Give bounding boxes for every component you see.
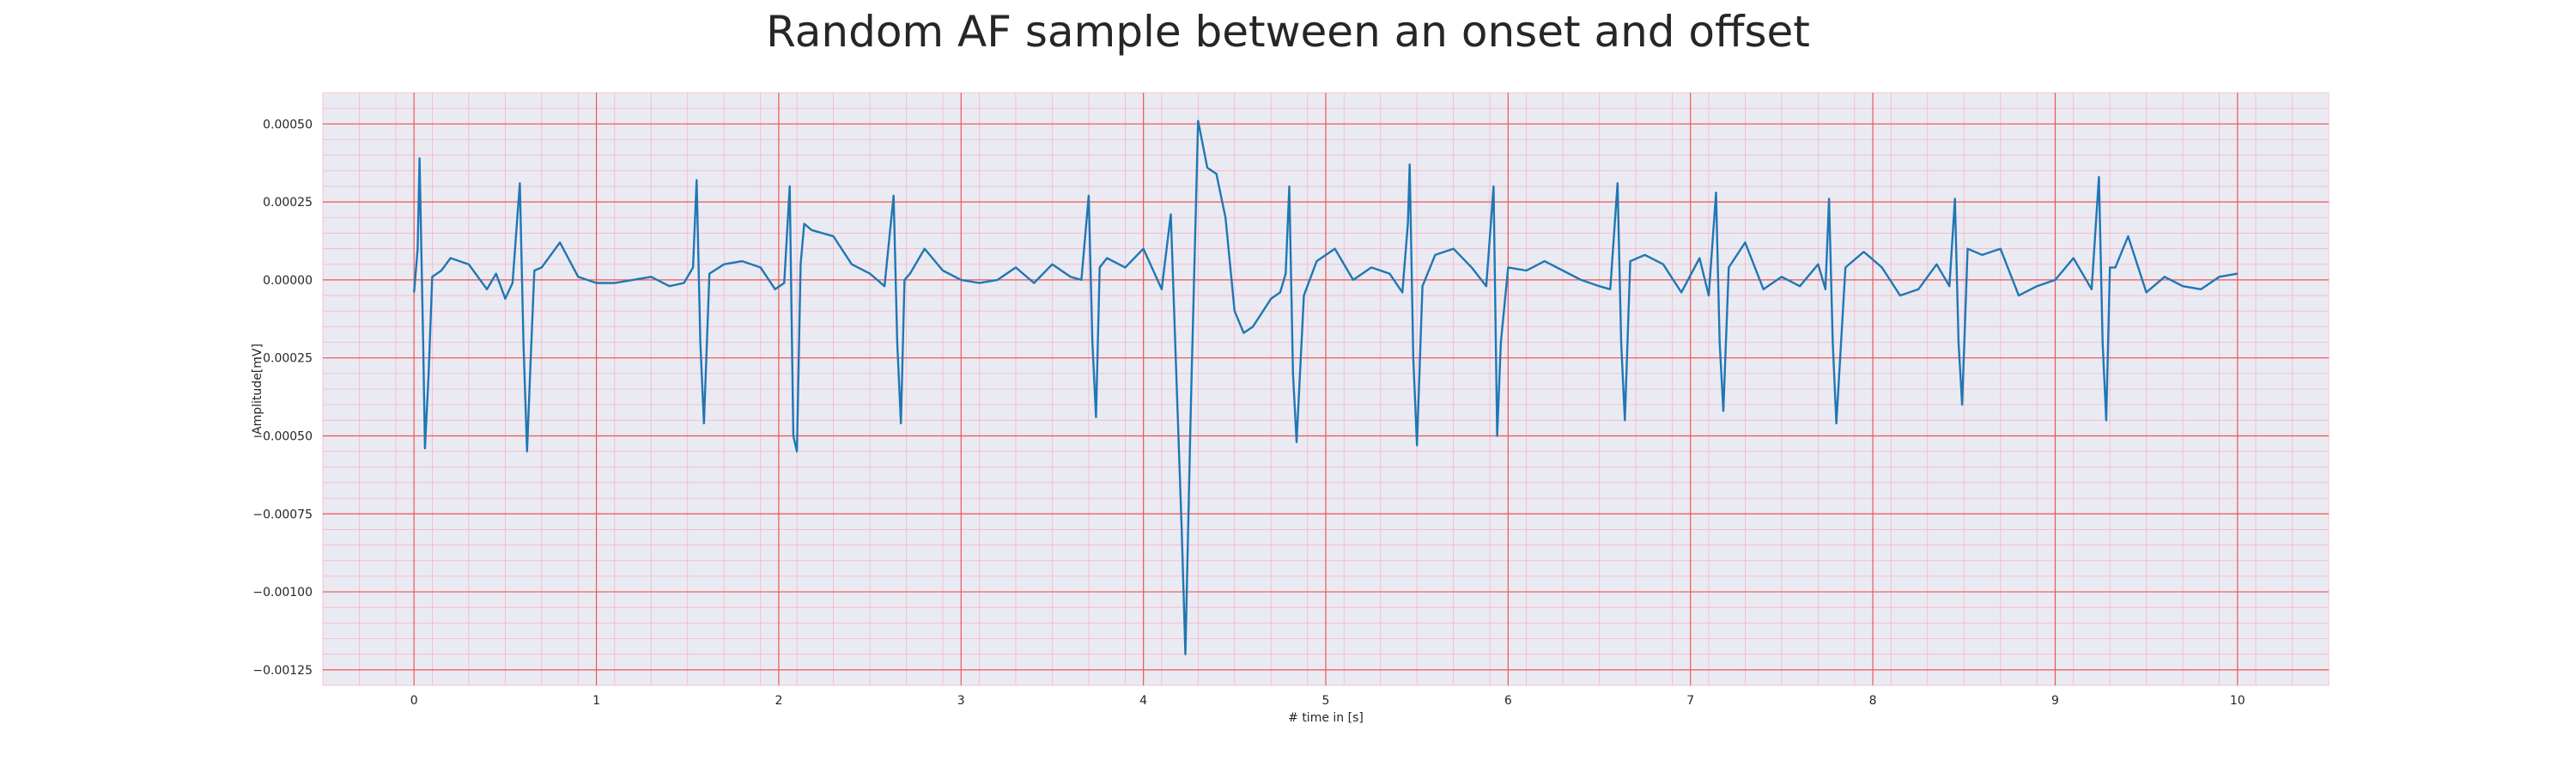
- x-tick-label: 7: [1686, 694, 1694, 708]
- x-tick-label: 0: [410, 694, 418, 708]
- x-tick-label: 9: [2051, 694, 2059, 708]
- major-grid: [323, 93, 2329, 685]
- ecg-signal-line: [413, 119, 2239, 655]
- x-axis-ticks: 0 1 2 3 4 5 6 7 8 9 10: [410, 694, 2245, 708]
- y-tick-label: −0.00100: [252, 586, 313, 600]
- y-tick-label: −0.00050: [252, 429, 313, 443]
- x-tick-label: 10: [2230, 694, 2245, 708]
- x-tick-label: 1: [592, 694, 600, 708]
- x-tick-label: 8: [1869, 694, 1877, 708]
- y-tick-label: −0.00075: [252, 508, 313, 521]
- x-tick-label: 4: [1139, 694, 1147, 708]
- y-axis-label: Amplitude[mV]: [251, 344, 264, 435]
- y-axis-ticks: 0.00050 0.00025 0.00000 −0.00025 −0.00050 −0.…: [252, 118, 313, 678]
- y-tick-label: −0.00125: [252, 664, 313, 678]
- y-tick-label: −0.00025: [252, 352, 313, 366]
- x-tick-label: 3: [957, 694, 965, 708]
- chart-title: Random AF sample between an onset and of…: [766, 7, 1810, 57]
- y-tick-label: 0.00050: [263, 118, 313, 131]
- y-tick-label: 0.00000: [263, 274, 313, 288]
- y-tick-label: 0.00025: [263, 196, 313, 210]
- x-axis-label: # time in [s]: [1288, 711, 1364, 725]
- x-tick-label: 2: [775, 694, 782, 708]
- x-tick-label: 5: [1322, 694, 1330, 708]
- x-tick-label: 6: [1504, 694, 1512, 708]
